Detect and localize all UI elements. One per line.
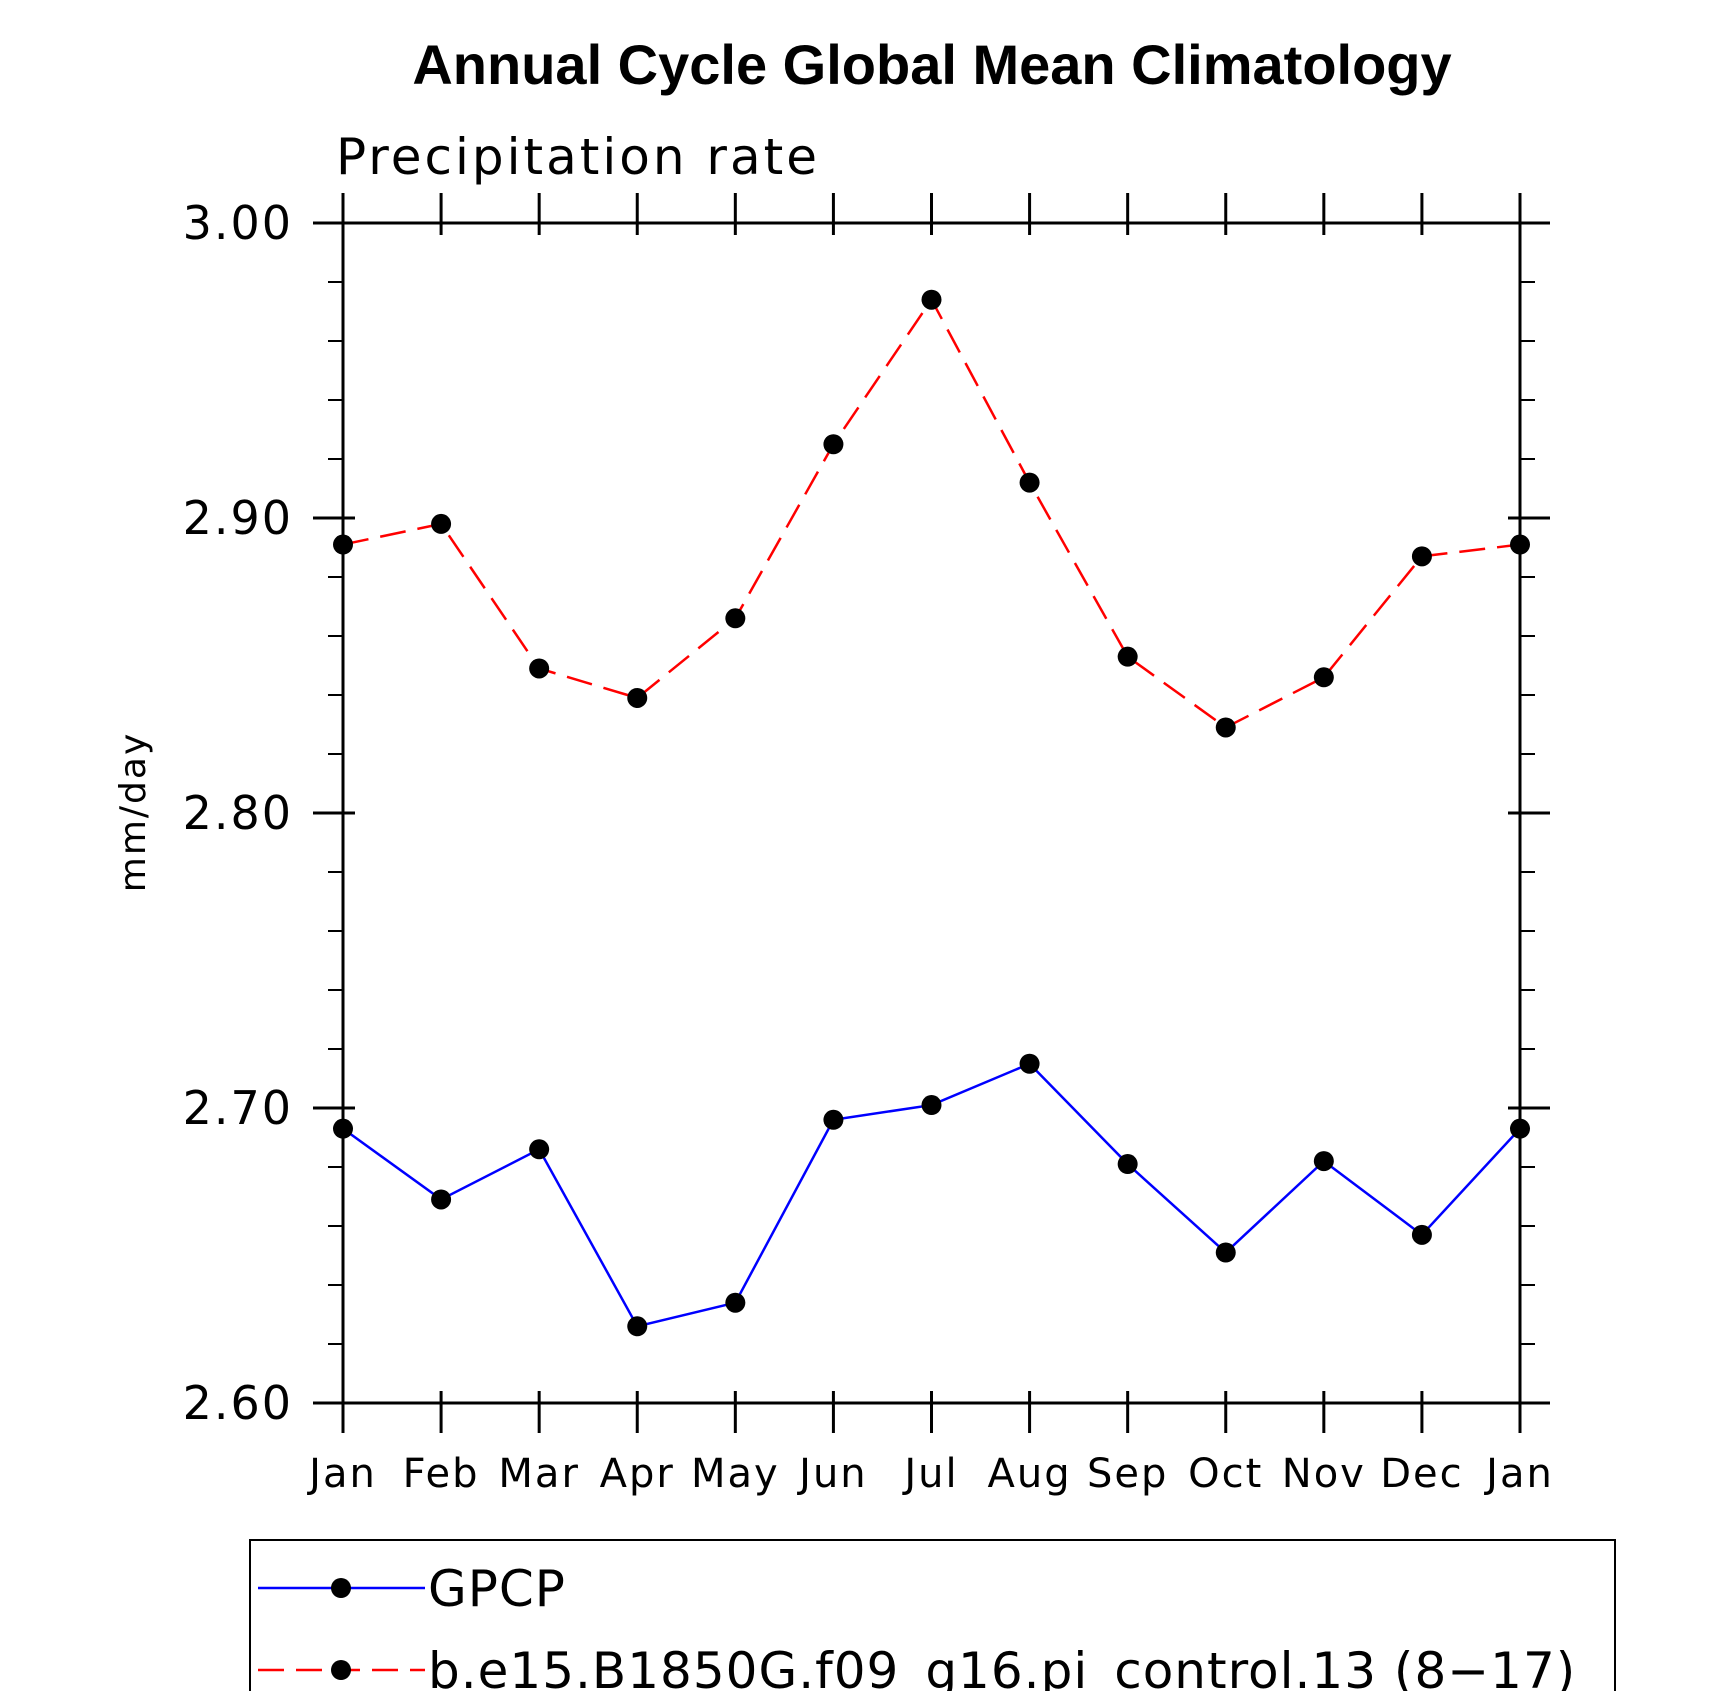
x-tick-label: May — [691, 1451, 780, 1497]
data-point — [627, 1316, 648, 1337]
data-point — [823, 434, 844, 455]
data-point — [431, 513, 452, 534]
legend-box — [249, 1539, 1616, 1696]
x-tick-label: Aug — [988, 1451, 1072, 1497]
legend-label: GPCP — [428, 1560, 566, 1618]
data-point — [431, 1189, 452, 1210]
data-point — [1313, 667, 1334, 688]
y-tick-label: 2.60 — [183, 1376, 293, 1430]
data-point — [1215, 717, 1236, 738]
data-point — [529, 1139, 550, 1160]
legend: GPCP b.e15.B1850G.f09_g16.pi_control.13 (… — [249, 1539, 1616, 1696]
y-tick-label: 2.70 — [183, 1081, 293, 1135]
data-point — [333, 1118, 353, 1139]
y-tick-label: 2.80 — [183, 786, 293, 840]
data-point — [823, 1109, 844, 1130]
x-tick-label: Jun — [796, 1451, 868, 1497]
data-point — [1019, 1053, 1040, 1074]
x-tick-label: Feb — [403, 1451, 480, 1497]
x-tick-label: Nov — [1282, 1451, 1366, 1497]
x-tick-label: Mar — [498, 1451, 579, 1497]
data-point — [1411, 1224, 1432, 1245]
data-point — [921, 289, 942, 310]
x-tick-label: Dec — [1380, 1451, 1463, 1497]
y-tick-label: 3.00 — [183, 196, 293, 250]
legend-marker — [331, 1578, 351, 1598]
data-point — [529, 658, 550, 679]
x-tick-label: Sep — [1087, 1451, 1168, 1497]
x-tick-label: Jul — [901, 1451, 958, 1497]
x-tick-label: Oct — [1188, 1451, 1263, 1497]
y-tick-label: 2.90 — [183, 491, 293, 545]
x-tick-label: Jan — [306, 1451, 377, 1497]
chart-title: Annual Cycle Global Mean Climatology — [412, 33, 1451, 96]
x-tick-label: Apr — [600, 1451, 675, 1497]
data-point — [1117, 1154, 1138, 1175]
data-point — [725, 1292, 746, 1313]
data-point — [725, 608, 746, 629]
y-axis-label: mm/day — [113, 732, 154, 892]
series-0 — [333, 1053, 1530, 1337]
chart-subtitle: Precipitation rate — [336, 128, 820, 186]
data-point — [627, 687, 648, 708]
series-layer — [333, 289, 1530, 1337]
data-point — [1510, 534, 1530, 555]
data-point — [1117, 646, 1138, 667]
data-point — [1313, 1151, 1334, 1172]
data-point — [1215, 1242, 1236, 1263]
series-1 — [333, 289, 1530, 738]
legend-label: b.e15.B1850G.f09_g16.pi_control.13 (8−17… — [428, 1642, 1576, 1691]
series-line — [342, 297, 1521, 729]
data-point — [1411, 546, 1432, 567]
data-point — [921, 1095, 942, 1116]
data-point — [1510, 1118, 1530, 1139]
data-point — [1019, 472, 1040, 493]
legend-marker — [331, 1660, 351, 1680]
data-point — [333, 534, 353, 555]
axis-tick-labels: Jan Feb Mar Apr May Jun Jul Aug Sep Oct Nov Dec Jan 2… — [183, 196, 1554, 1497]
plot-frame — [341, 221, 1522, 1405]
axis-ticks — [313, 193, 1550, 1433]
x-tick-label: Jan — [1483, 1451, 1554, 1497]
